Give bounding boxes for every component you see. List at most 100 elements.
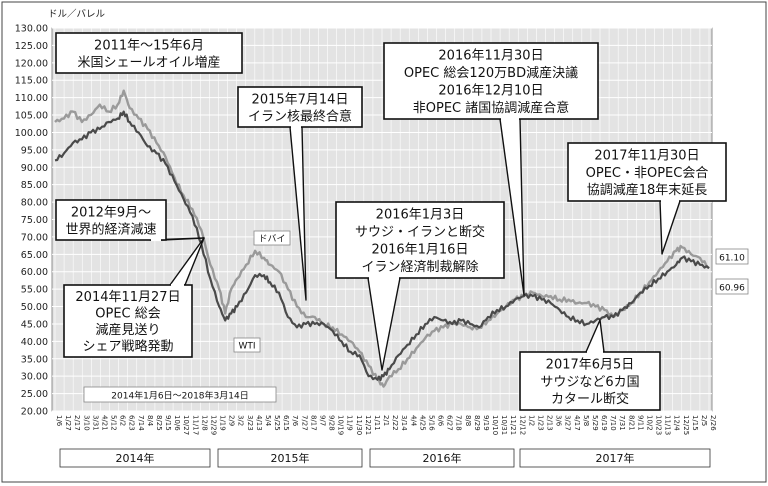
- y-tick-label: 60.00: [21, 267, 48, 278]
- x-tick-label: 2/5: [700, 415, 708, 426]
- annotation-line: サウジなど6カ国: [540, 375, 639, 390]
- y-tick-label: 45.00: [21, 319, 48, 330]
- x-tick-label: 1/27: [64, 415, 72, 431]
- y-axis-label: ドル／バレル: [48, 9, 106, 20]
- x-tick-label: 5/29: [591, 415, 599, 431]
- x-tick-label: 1/2: [527, 415, 535, 426]
- x-tick-label: 2/26: [709, 415, 717, 431]
- annotation-box: [55, 199, 167, 241]
- year-label: 2017年: [596, 451, 635, 465]
- x-tick-label: 1/6: [55, 415, 63, 427]
- x-tick-label: 6/15: [282, 415, 290, 431]
- annotation-line: 米国シェールオイル増産: [77, 54, 220, 70]
- x-tick-label: 3/14: [400, 415, 408, 431]
- x-tick-label: 11/21: [509, 415, 517, 435]
- x-tick-label: 1/23: [536, 415, 544, 431]
- annotation-box: [519, 351, 661, 411]
- x-tick-label: 8/17: [309, 415, 317, 431]
- y-tick-label: 100.00: [15, 128, 48, 139]
- y-tick-label: 65.00: [21, 250, 48, 261]
- x-tick-label: 6/23: [128, 415, 136, 431]
- x-tick-label: 10/19: [337, 415, 345, 435]
- x-tick-label: 8/21: [627, 415, 635, 431]
- y-tick-label: 120.00: [15, 58, 48, 69]
- x-tick-label: 4/17: [573, 415, 581, 431]
- x-tick-label: 7/14: [137, 415, 145, 431]
- annotation-line: OPEC・非OPEC会合: [586, 166, 709, 181]
- year-box: [217, 448, 363, 468]
- annotation-box: [63, 284, 193, 358]
- x-tick-label: 9/15: [164, 415, 172, 431]
- x-tick-label: 5/12: [110, 415, 118, 431]
- annotation-line: サウジ・イランと断交: [355, 224, 485, 240]
- annotation-line: OPEC 総会120万BD減産決議: [404, 65, 578, 81]
- series-label-wti-box: [233, 337, 261, 353]
- x-tick-label: 4/21: [100, 415, 108, 431]
- x-tick-label: 10/23: [655, 415, 663, 435]
- end-value-wti-box: [715, 278, 749, 295]
- x-tick-label: 1/15: [691, 415, 699, 431]
- year-box: [369, 448, 515, 468]
- x-tick-label: 2/9: [228, 415, 236, 426]
- x-tick-label: 6/6: [437, 415, 445, 427]
- x-tick-label: 10/2: [645, 415, 653, 431]
- y-tick-label: 55.00: [21, 285, 48, 296]
- x-tick-label: 4/4: [409, 415, 417, 427]
- x-tick-label: 8/25: [155, 415, 163, 431]
- y-tick-label: 130.00: [15, 24, 48, 35]
- y-tick-label: 35.00: [21, 354, 48, 365]
- x-tick-label: 7/18: [455, 415, 463, 431]
- year-box: [59, 448, 211, 468]
- y-tick-label: 80.00: [21, 198, 48, 209]
- annotation-box: [237, 86, 363, 128]
- period-label: 2014年1月6日～2018年3月14日: [111, 390, 248, 402]
- end-value-dubai: 61.10: [719, 254, 745, 264]
- annotation-line: OPEC 総会: [95, 306, 161, 321]
- x-tick-label: 8/4: [146, 415, 154, 427]
- x-tick-label: 7/6: [291, 415, 299, 427]
- annotation-line: 2016年1月16日: [372, 243, 469, 258]
- annotation-line: 2011年～15年6月: [94, 38, 204, 53]
- x-tick-label: 1/11: [373, 415, 381, 431]
- x-tick-label: 4/13: [255, 415, 263, 431]
- annotation-line: 2016年12月10日: [438, 84, 543, 99]
- x-tick-label: 10/6: [173, 415, 181, 431]
- annotation-line: 2017年11月30日: [594, 149, 699, 164]
- x-tick-label: 9/7: [318, 415, 326, 426]
- x-tick-label: 10/10: [491, 415, 499, 435]
- period-box: [83, 386, 277, 403]
- y-tick-label: 85.00: [21, 180, 48, 191]
- x-tick-label: 6/2: [119, 415, 127, 426]
- y-tick-label: 105.00: [15, 111, 48, 122]
- x-tick-label: 12/12: [518, 415, 526, 435]
- y-tick-label: 95.00: [21, 145, 48, 156]
- x-tick-label: 12/8: [200, 415, 208, 431]
- x-tick-label: 3/27: [564, 415, 572, 431]
- y-tick-label: 115.00: [15, 76, 48, 87]
- year-label: 2014年: [116, 451, 155, 465]
- x-tick-label: 2/1: [382, 415, 390, 426]
- x-tick-label: 5/8: [582, 415, 590, 426]
- series-label-dubai: ドバイ: [258, 234, 285, 245]
- y-tick-label: 125.00: [15, 41, 48, 52]
- x-tick-label: 3/10: [82, 415, 90, 431]
- x-tick-label: 2/17: [73, 415, 81, 431]
- annotation-line: イラン経済制裁解除: [361, 259, 478, 275]
- x-tick-label: 3/31: [91, 415, 99, 431]
- x-tick-label: 11/13: [664, 415, 672, 435]
- y-tick-label: 50.00: [21, 302, 48, 313]
- x-tick-label: 10/27: [182, 415, 190, 435]
- x-tick-label: 12/21: [364, 415, 372, 435]
- year-box: [519, 448, 711, 468]
- y-tick-label: 25.00: [21, 389, 48, 400]
- x-tick-label: 1/19: [219, 415, 227, 431]
- x-tick-label: 2/22: [391, 415, 399, 431]
- x-tick-label: 12/29: [209, 415, 217, 435]
- annotation-box: [55, 32, 243, 74]
- series-label-wti: WTI: [238, 342, 255, 352]
- annotation-line: 2017年6月5日: [546, 358, 635, 373]
- y-tick-label: 40.00: [21, 337, 48, 348]
- x-tick-label: 7/27: [300, 415, 308, 431]
